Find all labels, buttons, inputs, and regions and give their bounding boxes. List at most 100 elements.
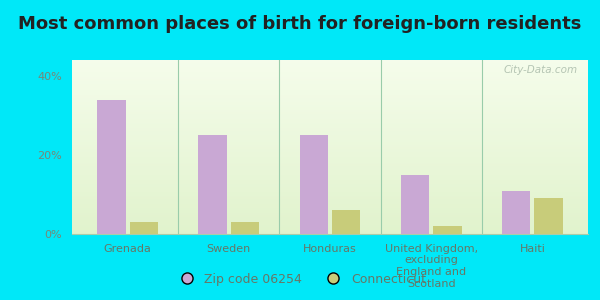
- Bar: [72, 173, 588, 175]
- Bar: [72, 220, 588, 222]
- Bar: [72, 65, 588, 67]
- Bar: [72, 140, 588, 142]
- Bar: [72, 138, 588, 140]
- Bar: [72, 224, 588, 225]
- Bar: [72, 116, 588, 117]
- Bar: [72, 100, 588, 102]
- Bar: [72, 62, 588, 64]
- Bar: [72, 136, 588, 138]
- Bar: [72, 159, 588, 161]
- Bar: [72, 76, 588, 77]
- Bar: [72, 84, 588, 86]
- Bar: [72, 196, 588, 197]
- Bar: [72, 190, 588, 192]
- Bar: [72, 147, 588, 149]
- Bar: [72, 135, 588, 137]
- Bar: [332, 210, 361, 234]
- Bar: [72, 123, 588, 124]
- Bar: [72, 208, 588, 210]
- Bar: [72, 112, 588, 114]
- Bar: [72, 163, 588, 164]
- Text: Most common places of birth for foreign-born residents: Most common places of birth for foreign-…: [19, 15, 581, 33]
- Bar: [433, 226, 461, 234]
- Bar: [72, 98, 588, 100]
- Bar: [72, 203, 588, 204]
- Bar: [72, 189, 588, 190]
- Bar: [72, 90, 588, 91]
- Text: City-Data.com: City-Data.com: [503, 65, 578, 75]
- Bar: [72, 131, 588, 133]
- Bar: [130, 222, 158, 234]
- Bar: [72, 107, 588, 109]
- Bar: [72, 212, 588, 213]
- Bar: [72, 128, 588, 130]
- Bar: [72, 180, 588, 182]
- Bar: [72, 119, 588, 121]
- Bar: [72, 64, 588, 65]
- Bar: [72, 142, 588, 143]
- Bar: [72, 215, 588, 217]
- Bar: [97, 100, 125, 234]
- Bar: [72, 206, 588, 208]
- Bar: [72, 232, 588, 234]
- Bar: [401, 175, 429, 234]
- Bar: [72, 110, 588, 112]
- Bar: [72, 184, 588, 185]
- Bar: [72, 152, 588, 154]
- Bar: [72, 105, 588, 107]
- Bar: [72, 82, 588, 84]
- Bar: [72, 97, 588, 98]
- Bar: [72, 74, 588, 76]
- Bar: [72, 151, 588, 152]
- Bar: [72, 133, 588, 135]
- Bar: [502, 190, 530, 234]
- Bar: [72, 204, 588, 206]
- Bar: [231, 222, 259, 234]
- Bar: [72, 169, 588, 171]
- Bar: [72, 102, 588, 103]
- Bar: [72, 67, 588, 69]
- Bar: [72, 194, 588, 196]
- Bar: [72, 230, 588, 232]
- Bar: [72, 72, 588, 74]
- Bar: [72, 79, 588, 81]
- Bar: [72, 91, 588, 93]
- Bar: [72, 178, 588, 180]
- Bar: [72, 187, 588, 189]
- Bar: [72, 95, 588, 97]
- Bar: [72, 143, 588, 145]
- Bar: [72, 145, 588, 147]
- Bar: [72, 60, 588, 62]
- Bar: [72, 124, 588, 126]
- Bar: [72, 171, 588, 173]
- Bar: [72, 126, 588, 128]
- Bar: [72, 201, 588, 203]
- Bar: [72, 88, 588, 90]
- Bar: [72, 175, 588, 177]
- Bar: [299, 135, 328, 234]
- Bar: [72, 229, 588, 230]
- Bar: [72, 166, 588, 168]
- Bar: [72, 225, 588, 227]
- Bar: [72, 114, 588, 116]
- Bar: [72, 103, 588, 105]
- Bar: [72, 93, 588, 95]
- Bar: [72, 158, 588, 159]
- Bar: [72, 109, 588, 110]
- Bar: [72, 81, 588, 82]
- Bar: [72, 149, 588, 151]
- Bar: [72, 156, 588, 158]
- Bar: [72, 192, 588, 194]
- Bar: [72, 161, 588, 163]
- Bar: [72, 185, 588, 187]
- Bar: [72, 197, 588, 199]
- Bar: [72, 199, 588, 201]
- Bar: [72, 117, 588, 119]
- Bar: [199, 135, 227, 234]
- Bar: [72, 227, 588, 229]
- Bar: [72, 77, 588, 79]
- Bar: [72, 121, 588, 123]
- Bar: [72, 217, 588, 218]
- Bar: [72, 210, 588, 212]
- Bar: [72, 182, 588, 184]
